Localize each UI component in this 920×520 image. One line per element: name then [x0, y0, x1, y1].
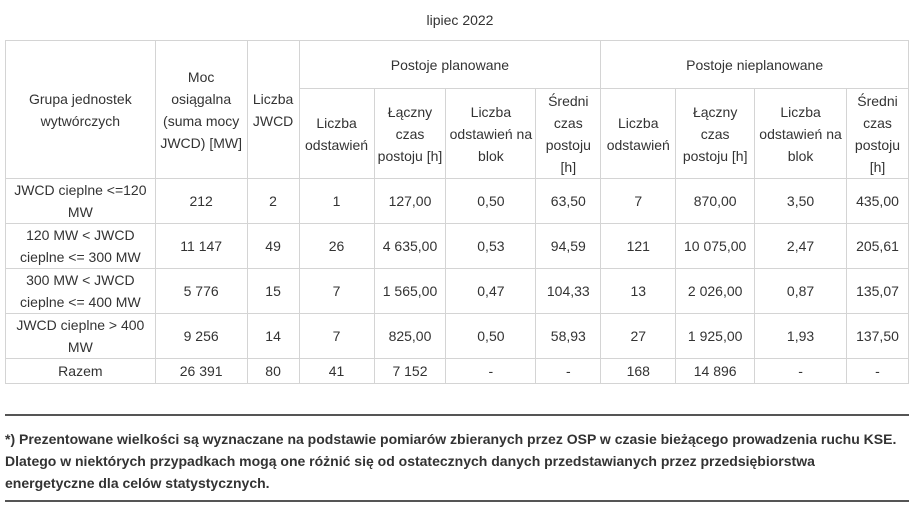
cell-group: JWCD cieplne > 400 MW [5, 313, 156, 359]
table-row: JWCD cieplne > 400 MW 9 256 14 7 825,00 … [5, 313, 909, 359]
cell-power: 26 391 [154, 358, 248, 384]
cell-planned-avg-time: - [535, 358, 602, 384]
cell-planned-count: 41 [298, 358, 375, 384]
header-row-sub: Liczba odstawień Łączny czas postoju [h]… [6, 88, 909, 179]
header-planned-avg-time: Średni czas postoju [h] [535, 88, 602, 179]
cell-group: 300 MW < JWCD cieplne <= 400 MW [5, 268, 156, 314]
header-group: Grupa jednostek wytwórczych [5, 40, 156, 179]
cell-planned-total-time: 127,00 [373, 178, 447, 224]
cell-unplanned-per-unit: 2,47 [754, 223, 847, 269]
header-power: Moc osiągalna (suma mocy JWCD) [MW] [154, 40, 248, 179]
cell-unplanned-per-unit: 1,93 [754, 313, 847, 359]
cell-power: 9 256 [154, 313, 248, 359]
cell-planned-count: 1 [298, 178, 375, 224]
cell-unplanned-avg-time: 137,50 [846, 313, 909, 359]
cell-unplanned-avg-time: 205,61 [846, 223, 909, 269]
header-planned: Postoje planowane [298, 40, 602, 89]
cell-unplanned-per-unit: 3,50 [754, 178, 847, 224]
table-row: 300 MW < JWCD cieplne <= 400 MW 5 776 15… [5, 268, 909, 314]
cell-planned-per-unit: 0,50 [445, 313, 537, 359]
header-planned-per-unit: Liczba odstawień na blok [445, 88, 537, 179]
header-planned-total-time: Łączny czas postoju [h] [373, 88, 447, 179]
cell-count: 14 [246, 313, 300, 359]
cell-power: 212 [154, 178, 248, 224]
cell-power: 11 147 [154, 223, 248, 269]
header-unplanned-total-time: Łączny czas postoju [h] [675, 88, 756, 179]
cell-planned-per-unit: 0,50 [445, 178, 537, 224]
cell-count: 2 [246, 178, 300, 224]
cell-planned-avg-time: 63,50 [535, 178, 602, 224]
cell-count: 49 [246, 223, 300, 269]
cell-planned-per-unit: 0,47 [445, 268, 537, 314]
outage-table: Grupa jednostek wytwórczych Moc osiągaln… [5, 40, 909, 384]
cell-planned-count: 7 [298, 313, 375, 359]
header-planned-count: Liczba odstawień [298, 88, 375, 179]
cell-count: 80 [246, 358, 300, 384]
cell-planned-total-time: 7 152 [373, 358, 447, 384]
cell-planned-avg-time: 104,33 [535, 268, 602, 314]
cell-planned-avg-time: 58,93 [535, 313, 602, 359]
divider-bottom [5, 500, 909, 502]
cell-unplanned-per-unit: 0,87 [754, 268, 847, 314]
header-count: Liczba JWCD [246, 40, 300, 179]
cell-planned-per-unit: - [445, 358, 537, 384]
cell-unplanned-avg-time: - [846, 358, 909, 384]
cell-group: JWCD cieplne <=120 MW [5, 178, 156, 224]
cell-unplanned-total-time: 870,00 [675, 178, 756, 224]
cell-unplanned-total-time: 10 075,00 [675, 223, 756, 269]
header-unplanned-count: Liczba odstawień [600, 88, 677, 179]
header-unplanned-per-unit: Liczba odstawień na blok [754, 88, 847, 179]
table-caption: lipiec 2022 [426, 12, 494, 28]
cell-unplanned-total-time: 1 925,00 [675, 313, 756, 359]
cell-count: 15 [246, 268, 300, 314]
cell-planned-total-time: 4 635,00 [373, 223, 447, 269]
cell-planned-count: 7 [298, 268, 375, 314]
header-row-top: Grupa jednostek wytwórczych Moc osiągaln… [5, 40, 909, 179]
divider-top [5, 414, 909, 416]
cell-unplanned-count: 168 [600, 358, 677, 384]
cell-unplanned-total-time: 2 026,00 [675, 268, 756, 314]
cell-group: Razem [5, 358, 156, 384]
cell-unplanned-per-unit: - [754, 358, 847, 384]
cell-unplanned-count: 121 [600, 223, 677, 269]
cell-group: 120 MW < JWCD cieplne <= 300 MW [5, 223, 156, 269]
cell-unplanned-count: 27 [600, 313, 677, 359]
cell-unplanned-avg-time: 435,00 [846, 178, 909, 224]
cell-planned-count: 26 [298, 223, 375, 269]
cell-planned-total-time: 825,00 [373, 313, 447, 359]
total-row: Razem 26 391 80 41 7 152 - - 168 14 896 … [5, 358, 909, 384]
cell-planned-avg-time: 94,59 [535, 223, 602, 269]
cell-unplanned-count: 13 [600, 268, 677, 314]
table-row: 120 MW < JWCD cieplne <= 300 MW 11 147 4… [5, 223, 909, 269]
cell-planned-total-time: 1 565,00 [373, 268, 447, 314]
table-row: JWCD cieplne <=120 MW 212 2 1 127,00 0,5… [5, 178, 909, 224]
cell-unplanned-avg-time: 135,07 [846, 268, 909, 314]
cell-unplanned-total-time: 14 896 [675, 358, 756, 384]
cell-planned-per-unit: 0,53 [445, 223, 537, 269]
header-unplanned-avg-time: Średni czas postoju [h] [846, 88, 909, 179]
cell-unplanned-count: 7 [600, 178, 677, 224]
header-unplanned: Postoje nieplanowane [600, 40, 909, 89]
footnote: *) Prezentowane wielkości są wyznaczane … [5, 431, 897, 491]
cell-power: 5 776 [154, 268, 248, 314]
